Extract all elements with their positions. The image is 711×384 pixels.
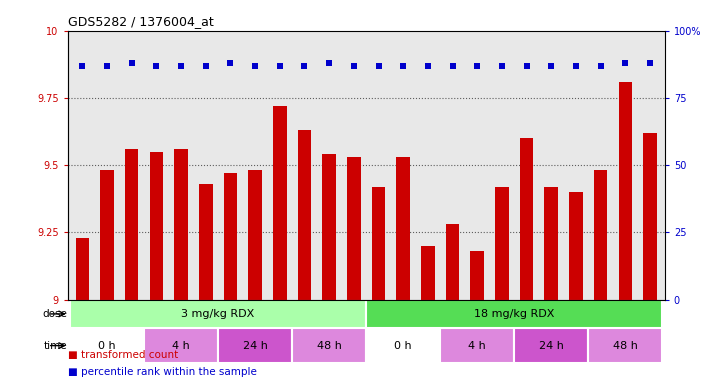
Bar [70, 300, 366, 328]
Text: 48 h: 48 h [613, 341, 638, 351]
Bar [224, 173, 237, 300]
Bar [619, 82, 632, 300]
Bar [471, 251, 484, 300]
Bar [100, 170, 114, 300]
Bar [149, 152, 164, 300]
Bar [594, 170, 607, 300]
Bar [347, 157, 360, 300]
Bar [440, 328, 514, 363]
Bar [366, 328, 440, 363]
Bar [520, 138, 533, 300]
Bar [495, 187, 508, 300]
Bar [248, 170, 262, 300]
Text: 4 h: 4 h [469, 341, 486, 351]
Bar [70, 328, 144, 363]
Bar [421, 246, 434, 300]
Text: ■ transformed count: ■ transformed count [68, 350, 178, 360]
Bar [643, 133, 657, 300]
Text: 18 mg/kg RDX: 18 mg/kg RDX [474, 309, 555, 319]
Text: 4 h: 4 h [172, 341, 190, 351]
Bar [125, 149, 139, 300]
Text: GDS5282 / 1376004_at: GDS5282 / 1376004_at [68, 15, 213, 28]
Text: 0 h: 0 h [395, 341, 412, 351]
Bar [144, 328, 218, 363]
Text: ■ percentile rank within the sample: ■ percentile rank within the sample [68, 367, 257, 377]
Bar [514, 328, 588, 363]
Text: 24 h: 24 h [539, 341, 564, 351]
Bar [174, 149, 188, 300]
Bar [75, 238, 89, 300]
Bar [397, 157, 410, 300]
Bar [588, 328, 663, 363]
Text: time: time [44, 341, 68, 351]
Text: 24 h: 24 h [242, 341, 267, 351]
Text: dose: dose [43, 309, 68, 319]
Bar [218, 328, 292, 363]
Text: 48 h: 48 h [316, 341, 341, 351]
Bar [446, 224, 459, 300]
Bar [292, 328, 366, 363]
Bar [545, 187, 558, 300]
Bar [298, 130, 311, 300]
Bar [569, 192, 583, 300]
Bar [366, 300, 663, 328]
Text: 3 mg/kg RDX: 3 mg/kg RDX [181, 309, 255, 319]
Text: 0 h: 0 h [98, 341, 116, 351]
Bar [322, 154, 336, 300]
Bar [199, 184, 213, 300]
Bar [273, 106, 287, 300]
Bar [372, 187, 385, 300]
